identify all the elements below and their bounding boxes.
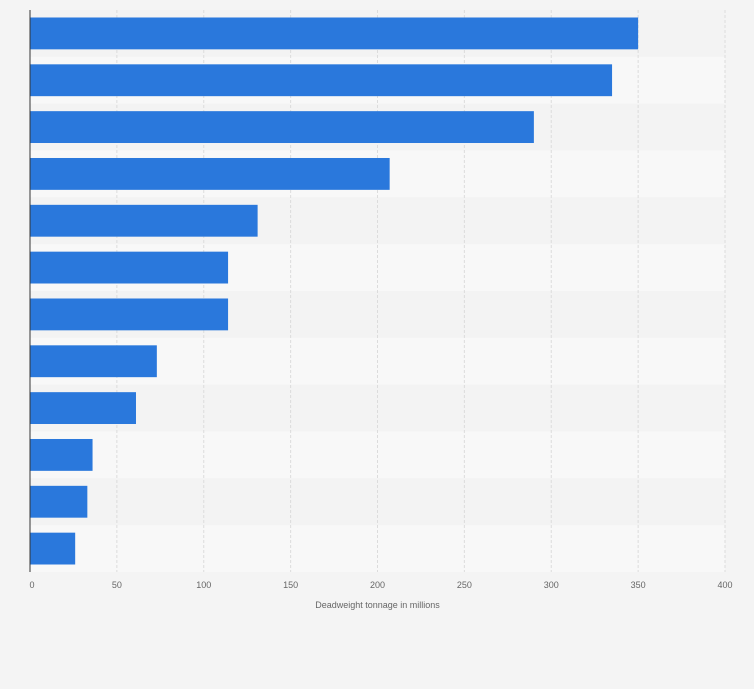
bar[interactable] [30, 251, 229, 284]
gridlines [116, 10, 726, 572]
x-tick-label: 100 [196, 580, 211, 590]
x-tick-label: 250 [457, 580, 472, 590]
x-tick-label: 0 [29, 580, 34, 590]
bar[interactable] [30, 485, 88, 518]
x-tick-label: 50 [112, 580, 122, 590]
bar[interactable] [30, 17, 639, 50]
bar[interactable] [30, 298, 229, 331]
bar[interactable] [30, 438, 93, 471]
x-tick-label: 300 [544, 580, 559, 590]
bar[interactable] [30, 392, 136, 425]
bar[interactable] [30, 64, 613, 97]
bar[interactable] [30, 345, 157, 378]
x-tick-label: 200 [370, 580, 385, 590]
bar[interactable] [30, 111, 534, 144]
bar[interactable] [30, 532, 76, 565]
bar[interactable] [30, 157, 390, 190]
bar[interactable] [30, 204, 258, 237]
x-tick-label: 150 [283, 580, 298, 590]
x-tick-label: 350 [631, 580, 646, 590]
x-tick-label: 400 [717, 580, 732, 590]
bars [30, 17, 639, 565]
x-tick-labels: 0 50 100 150 200 250 300 350 400 [29, 580, 732, 590]
x-axis-title: Deadweight tonnage in millions [315, 600, 440, 610]
